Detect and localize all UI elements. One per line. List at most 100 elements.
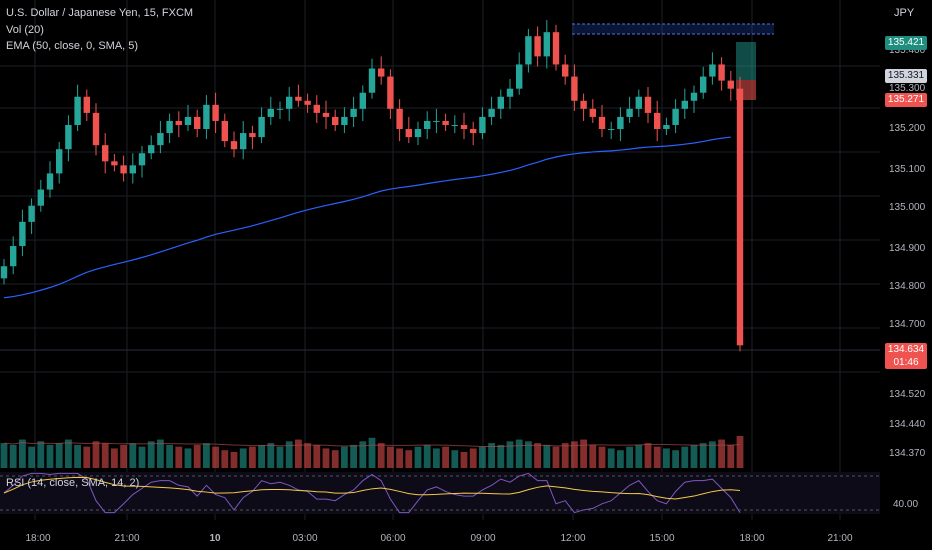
- candle-body: [736, 88, 744, 346]
- candle-body: [571, 76, 578, 101]
- candle-body: [28, 205, 35, 222]
- volume-bar: [221, 450, 229, 468]
- time-tick-label: 21:00: [827, 533, 852, 544]
- volume-bar: [19, 439, 26, 468]
- candle-body: [580, 100, 587, 109]
- volume-bar: [589, 444, 597, 468]
- candle-body: [433, 120, 440, 122]
- volume-legend[interactable]: Vol (20): [6, 24, 44, 36]
- candle-body: [497, 96, 504, 109]
- symbol-legend[interactable]: U.S. Dollar / Japanese Yen, 15, FXCM: [6, 7, 193, 19]
- volume-bar: [653, 446, 661, 468]
- candle-body: [700, 76, 707, 93]
- candle-body: [111, 161, 118, 166]
- candle-body: [690, 92, 698, 101]
- candle-body: [341, 116, 348, 125]
- volume-bar: [561, 443, 569, 468]
- volume-bar: [433, 448, 440, 468]
- price-tick-label: 135.000: [889, 202, 926, 213]
- time-tick-label: 21:00: [114, 533, 139, 544]
- volume-bar: [736, 436, 744, 468]
- candle-body: [608, 129, 615, 131]
- candle-body: [525, 36, 532, 65]
- candle-body: [194, 116, 201, 130]
- price-axis[interactable]: 135.400 135.300 135.200 135.100 135.000 134.9…: [889, 45, 926, 510]
- volume-indicator-label: Vol (20): [6, 24, 44, 36]
- candle-body: [313, 104, 320, 113]
- volume-bar: [184, 448, 192, 468]
- candle-body: [617, 116, 624, 130]
- rsi-legend[interactable]: RSI (14, close, SMA, 14, 2): [6, 477, 139, 489]
- volume-bar: [690, 444, 698, 468]
- candle-body: [138, 153, 146, 166]
- volume-bar: [377, 443, 385, 468]
- volume-bar: [635, 444, 643, 468]
- candle-body: [424, 120, 431, 130]
- candle-body: [203, 104, 210, 130]
- volume-bar: [28, 446, 35, 468]
- candle-body: [681, 100, 688, 109]
- candle-body: [405, 129, 412, 138]
- candle-body: [46, 173, 54, 190]
- volume-bar: [276, 446, 284, 468]
- candle-body: [534, 36, 541, 57]
- volume-bar: [175, 446, 183, 468]
- candle-body: [488, 108, 495, 117]
- volume-bar: [607, 448, 615, 468]
- volume-bar: [368, 437, 376, 468]
- candle-body: [598, 116, 606, 130]
- time-axis[interactable]: 18:00 21:00 10 03:00 06:00 09:00 12:00 15:00 18:…: [25, 533, 852, 544]
- resistance-zone: [572, 24, 774, 34]
- volume-bar: [258, 444, 265, 468]
- time-tick-label: 15:00: [649, 533, 674, 544]
- candle-body: [56, 149, 63, 174]
- chart-grid: [0, 0, 880, 520]
- candle-body: [230, 141, 238, 150]
- price-badge-mid: 135.331: [885, 69, 927, 83]
- ema-legend[interactable]: EMA (50, close, 0, SMA, 5): [6, 40, 138, 52]
- candle-body: [470, 129, 477, 134]
- volume-bar: [709, 441, 716, 468]
- candle-body: [37, 189, 44, 206]
- volume-bar: [37, 441, 45, 468]
- candle-body: [387, 76, 394, 109]
- candle-body: [83, 96, 90, 113]
- volume-bar: [313, 444, 321, 468]
- volume-bar: [699, 443, 707, 468]
- candle-body: [258, 116, 265, 138]
- time-tick-label: 12:00: [560, 533, 585, 544]
- volume-bar: [341, 446, 348, 468]
- candle-body: [552, 32, 560, 65]
- candle-body: [506, 88, 514, 97]
- volume-bar: [405, 450, 413, 468]
- volume-bar: [46, 444, 54, 468]
- candle-body: [184, 116, 192, 125]
- candle-body: [414, 129, 422, 138]
- volume-bar: [479, 446, 486, 468]
- volume-bar: [9, 444, 17, 468]
- volume-bar: [488, 443, 495, 468]
- price-tick-label: 135.100: [889, 164, 926, 175]
- price-badge-red: 135.271: [885, 93, 927, 107]
- volume-bars: [0, 436, 744, 468]
- candle-body: [332, 116, 339, 125]
- candle-body: [516, 64, 523, 89]
- volume-bar: [663, 448, 670, 468]
- volume-bar: [718, 439, 725, 468]
- volume-bar: [55, 443, 63, 468]
- currency-label: JPY: [894, 7, 915, 19]
- candle-body: [304, 100, 311, 105]
- volume-bar: [598, 446, 606, 468]
- candle-body: [295, 96, 302, 101]
- volume-bar: [331, 450, 339, 468]
- candle-body: [276, 108, 284, 110]
- price-tick-label: 134.800: [889, 281, 926, 292]
- candle-body: [368, 68, 376, 93]
- volume-bar: [423, 444, 431, 468]
- volume-bar: [387, 446, 394, 468]
- volume-bar: [571, 441, 578, 468]
- volume-bar: [147, 441, 155, 468]
- candle-body: [378, 68, 385, 77]
- candle-body: [240, 133, 247, 150]
